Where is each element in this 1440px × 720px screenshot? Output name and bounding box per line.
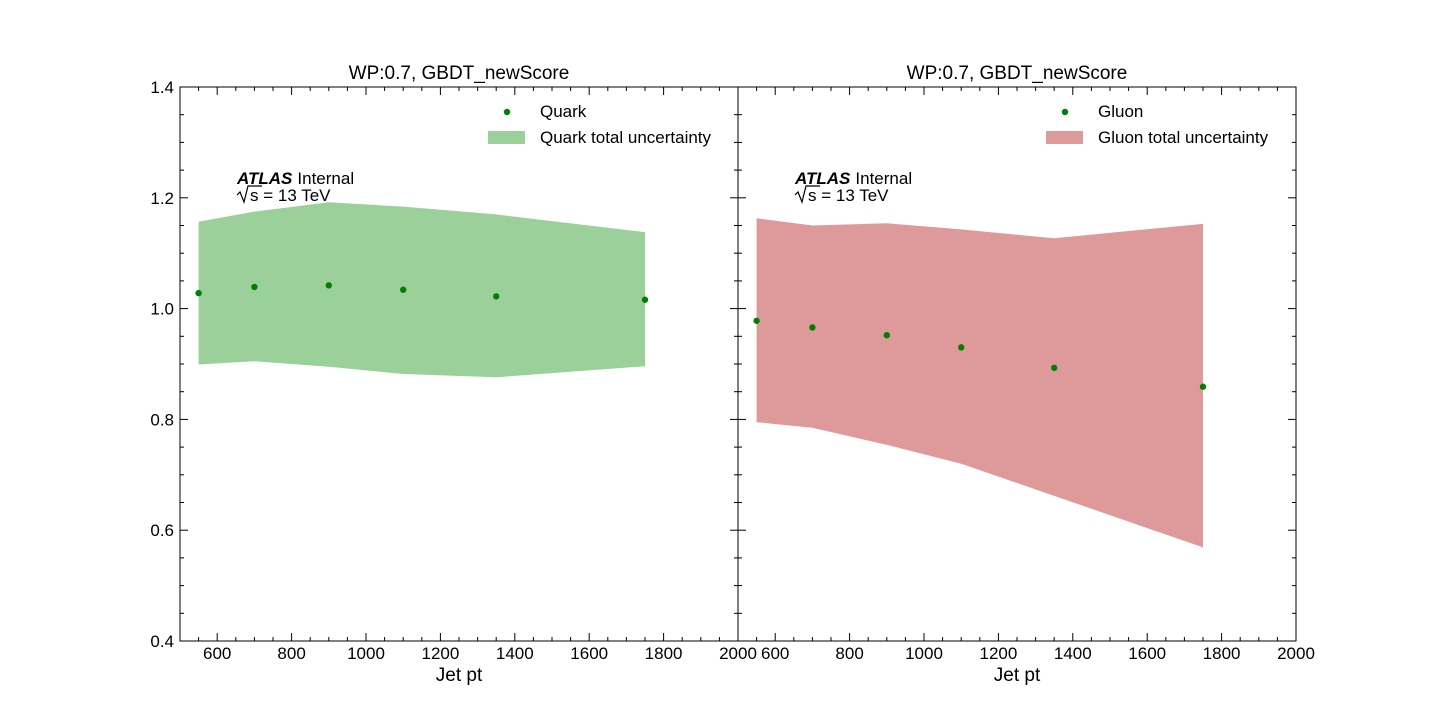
atlas-status: Internal (297, 169, 354, 188)
x-tick-label: 1800 (645, 644, 683, 663)
left-panel-quark: 600 800 1000 1200 1400 1600 1800 2000 0.4 0.6 0.8 1… (150, 63, 757, 686)
uncertainty-band (198, 202, 645, 378)
sqrt-icon (236, 185, 262, 204)
x-tick-label: 2000 (1277, 644, 1315, 663)
legend-label: Quark (540, 102, 587, 121)
data-point (1199, 383, 1207, 390)
x-tick-label: 1200 (421, 644, 459, 663)
x-tick-label: 1400 (1054, 644, 1092, 663)
legend-swatch (1046, 131, 1083, 144)
y-tick-label: 0.8 (150, 410, 174, 429)
x-tick-label: 2000 (719, 644, 757, 663)
energy-label: s = 13 TeV (250, 186, 331, 205)
y-tick-label: 0.4 (150, 632, 174, 651)
x-tick-label: 1600 (570, 644, 608, 663)
atlas-experiment-name: ATLAS (794, 169, 851, 188)
y-tick-label: 1.0 (150, 300, 174, 319)
legend-swatch (488, 131, 525, 144)
legend-label: Gluon (1098, 102, 1143, 121)
legend-label: Quark total uncertainty (540, 128, 712, 147)
data-point (195, 289, 202, 297)
x-tick-label: 600 (203, 644, 231, 663)
data-point (753, 317, 760, 324)
data-point (1051, 364, 1058, 372)
x-tick-label: 1000 (347, 644, 385, 663)
data-point (809, 324, 816, 331)
atlas-label: ATLAS Internal (794, 169, 912, 188)
y-tick-label: 1.2 (150, 189, 174, 208)
data-point (325, 282, 332, 289)
sqrt-icon (794, 185, 820, 204)
atlas-experiment-name: ATLAS (236, 169, 293, 188)
data-point (883, 331, 890, 339)
data-point (400, 286, 407, 293)
x-tick-label: 800 (835, 644, 863, 663)
energy-label: s = 13 TeV (808, 186, 889, 205)
data-point (251, 283, 258, 291)
data-point (958, 344, 965, 351)
legend-label: Gluon total uncertainty (1098, 128, 1269, 147)
right-panel-gluon: 600 800 1000 1200 1400 1600 1800 2000 WP:0.7, GB… (737, 63, 1315, 686)
chart-title: WP:0.7, GBDT_newScore (907, 63, 1128, 84)
y-tick-label: 1.4 (150, 78, 174, 97)
chart-title: WP:0.7, GBDT_newScore (349, 63, 570, 84)
x-axis-label: Jet pt (436, 665, 483, 686)
x-tick-label: 1800 (1203, 644, 1241, 663)
data-point (493, 293, 500, 300)
legend-marker (503, 108, 511, 116)
atlas-label: ATLAS Internal (236, 169, 354, 188)
x-tick-label: 800 (277, 644, 305, 663)
x-tick-label: 1400 (496, 644, 534, 663)
uncertainty-band (756, 218, 1203, 548)
x-tick-label: 600 (761, 644, 789, 663)
y-tick-label: 0.6 (150, 521, 174, 540)
x-tick-label: 1600 (1128, 644, 1166, 663)
atlas-status: Internal (855, 169, 912, 188)
x-axis-label: Jet pt (994, 665, 1041, 686)
data-point (641, 296, 649, 303)
x-tick-label: 1000 (905, 644, 943, 663)
x-tick-label: 1200 (979, 644, 1017, 663)
legend-marker (1061, 108, 1069, 116)
